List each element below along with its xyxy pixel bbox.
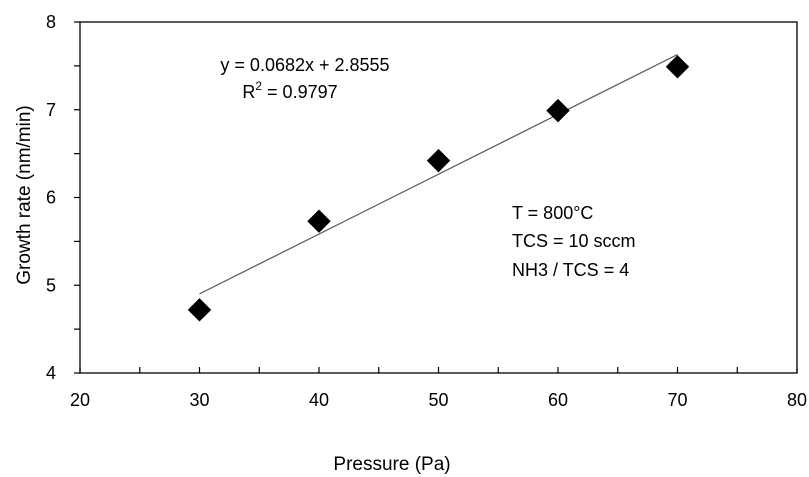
x-tick-label: 80 xyxy=(787,390,807,410)
y-tick-label: 7 xyxy=(46,100,56,120)
r-squared-label: R2 = 0.9797 xyxy=(242,79,337,102)
trendline-equation: y = 0.0682x + 2.8555 xyxy=(220,55,389,75)
trendline xyxy=(199,53,678,295)
x-axis-title: Pressure (Pa) xyxy=(333,454,450,475)
y-tick-label: 5 xyxy=(46,275,56,295)
x-tick-label: 20 xyxy=(70,390,90,410)
plot-area-frame xyxy=(79,21,798,374)
data-point-marker xyxy=(307,209,331,233)
x-tick-label: 40 xyxy=(309,390,329,410)
r-squared-value: = 0.9797 xyxy=(262,82,338,102)
annotation-nh3-ratio: NH3 / TCS = 4 xyxy=(512,260,629,280)
y-tick-label: 8 xyxy=(46,12,56,32)
data-point-marker xyxy=(665,55,690,79)
y-axis-title: Growth rate (nm/min) xyxy=(14,105,35,284)
data-point-marker xyxy=(546,98,570,123)
y-tick-labels: 4 5 6 7 8 xyxy=(46,12,56,383)
y-tick-label: 6 xyxy=(46,188,56,208)
x-tick-label: 70 xyxy=(667,390,687,410)
x-tick-label: 60 xyxy=(548,390,568,410)
axis-ticks xyxy=(74,21,798,374)
y-tick-label: 4 xyxy=(46,363,56,383)
x-tick-labels: 20 30 40 50 60 70 80 xyxy=(70,390,807,410)
r-squared-superscript: 2 xyxy=(255,79,262,93)
x-tick-label: 30 xyxy=(189,390,209,410)
r-squared-prefix: R xyxy=(242,82,255,102)
x-tick-label: 50 xyxy=(428,390,448,410)
data-points xyxy=(187,55,690,322)
data-point-marker xyxy=(426,148,451,173)
annotation-tcs-flow: TCS = 10 sccm xyxy=(512,231,636,251)
annotation-temperature: T = 800°C xyxy=(512,203,593,223)
data-point-marker xyxy=(187,298,212,322)
